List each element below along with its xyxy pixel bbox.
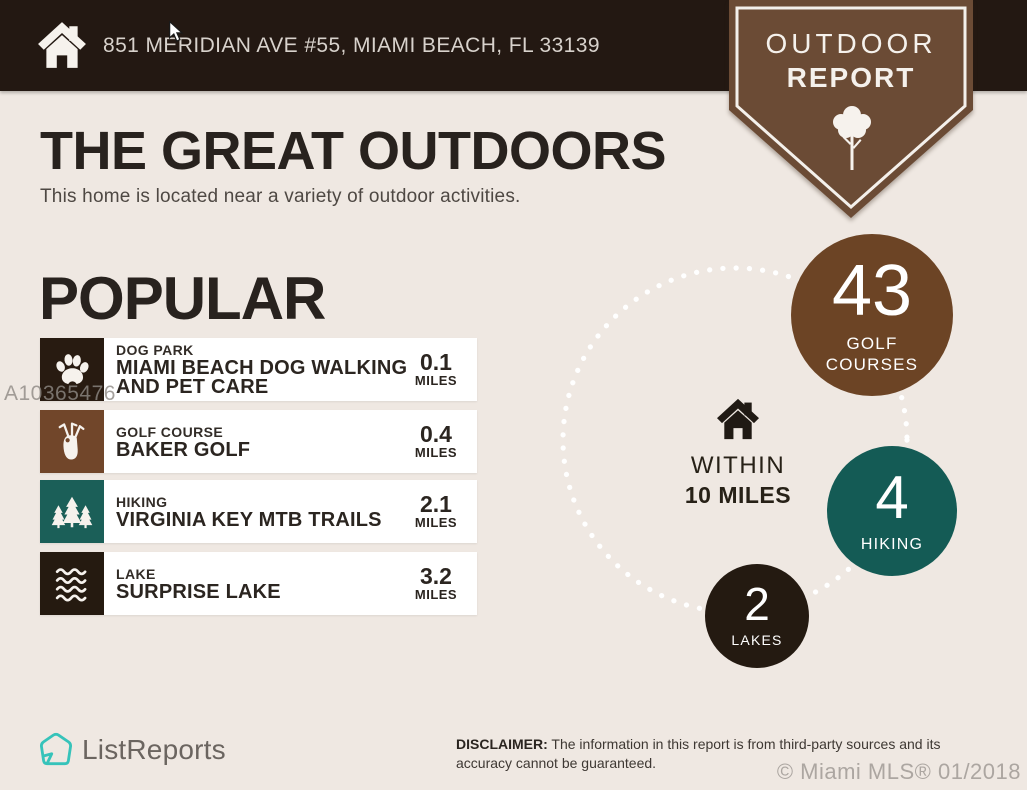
poi-category: LAKE: [116, 565, 156, 582]
poi-distance: 0.1 MILES: [414, 349, 458, 388]
mouse-cursor: [168, 21, 184, 42]
waves-icon: [40, 552, 104, 615]
popular-heading: POPULAR: [39, 265, 326, 332]
page-title: THE GREAT OUTDOORS: [40, 121, 667, 181]
poi-card-hiking: HIKING VIRGINIA KEY MTB TRAILS 2.1 MILES: [40, 480, 477, 543]
mls-id-watermark: A10365476: [4, 382, 116, 405]
poi-name: BAKER GOLF: [116, 438, 251, 461]
poi-distance: 0.4 MILES: [414, 421, 458, 460]
tree-icon: [833, 106, 871, 170]
radius-label: WITHIN 10 MILES: [658, 398, 818, 509]
radius-miles: 10 MILES: [684, 482, 792, 508]
ribbon-line2: REPORT: [786, 62, 916, 93]
mls-copyright-watermark: © Miami MLS® 01/2018: [776, 759, 1021, 784]
property-address: 851 MERIDIAN AVE #55, MIAMI BEACH, FL 33…: [103, 33, 600, 57]
paw-icon: [40, 338, 104, 401]
poi-name: SURPRISE LAKE: [116, 580, 281, 603]
outdoor-report-badge: OUTDOOR REPORT: [729, 0, 973, 220]
poi-distance: 3.2 MILES: [414, 563, 458, 602]
poi-card-lake: LAKE SURPRISE LAKE 3.2 MILES: [40, 552, 477, 615]
radius-within: WITHIN: [690, 452, 786, 479]
poi-card-dog-park: DOG PARK MIAMI BEACH DOG WALKING AND PET…: [40, 338, 477, 401]
stat-circle-golf-courses: 43 GOLF COURSES: [791, 234, 953, 396]
stat-circle-hiking: 4 HIKING: [827, 446, 957, 576]
stat-circle-lakes: 2 LAKES: [705, 564, 809, 668]
poi-card-golf-course: GOLF COURSE BAKER GOLF 0.4 MILES: [40, 410, 477, 473]
golf-bag-icon: [40, 410, 104, 473]
stat-label: GOLF COURSES: [825, 334, 919, 374]
disclaimer-text: The information in this report is from t…: [456, 736, 941, 771]
listreports-house-icon: [39, 733, 73, 766]
disclaimer: DISCLAIMER: The information in this repo…: [456, 735, 961, 773]
home-icon: [38, 22, 86, 68]
home-icon: [717, 398, 759, 440]
stat-value: 43: [831, 251, 913, 331]
poi-name: VIRGINIA KEY MTB TRAILS: [116, 508, 382, 531]
poi-name: MIAMI BEACH DOG WALKING AND PET CARE: [116, 357, 408, 398]
stat-value: 4: [875, 463, 909, 531]
poi-category: DOG PARK: [116, 342, 194, 358]
stat-value: 2: [744, 578, 770, 630]
disclaimer-label: DISCLAIMER:: [456, 736, 548, 752]
poi-category: GOLF COURSE: [116, 423, 224, 440]
stat-label: HIKING: [860, 535, 924, 553]
listreports-logo: ListReports: [39, 732, 226, 768]
poi-distance: 2.1 MILES: [414, 491, 458, 530]
ribbon-line1: OUTDOOR: [765, 28, 937, 59]
brand-name: ListReports: [82, 734, 226, 765]
poi-category: HIKING: [116, 493, 168, 510]
stat-label: LAKES: [731, 632, 783, 648]
pine-trees-icon: [40, 480, 104, 543]
page-subtitle: This home is located near a variety of o…: [40, 186, 521, 207]
